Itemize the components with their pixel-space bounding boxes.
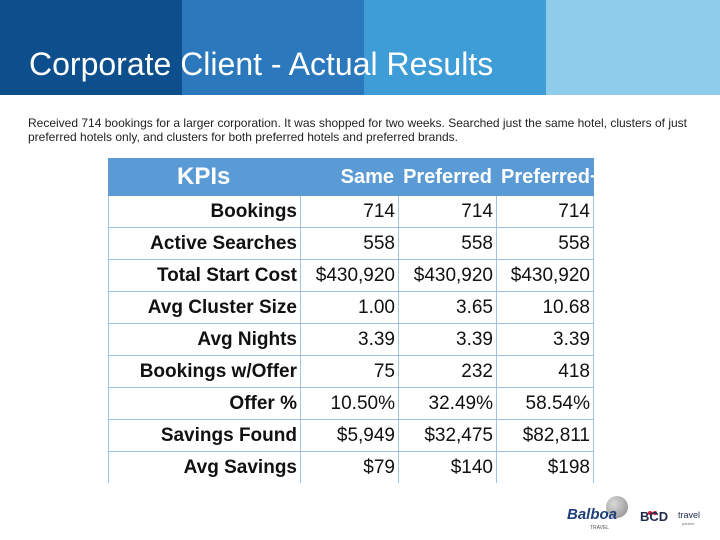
cell-preferred-plus: $82,811 [496,419,594,452]
row-label: Active Searches [108,227,301,260]
bcd-logo: BCD [640,509,669,524]
table-row: Bookings 714 714 714 [108,195,594,228]
cell-preferred-plus: 418 [496,355,594,388]
table-row: Savings Found $5,949 $32,475 $82,811 [108,419,594,452]
cell-same: 714 [300,195,399,228]
cell-same: 75 [300,355,399,388]
bcd-travel-logo: travel [678,510,701,520]
banner-band-3 [364,0,546,95]
table-row: Avg Cluster Size 1.00 3.65 10.68 [108,291,594,324]
row-label: Bookings [108,195,301,228]
cell-same: $5,949 [300,419,399,452]
table-row: Offer % 10.50% 32.49% 58.54% [108,387,594,420]
row-label: Savings Found [108,419,301,452]
kpi-table: KPIs Same Preferred Preferred+ Bookings 7… [108,158,602,483]
title-banner [0,0,720,95]
slide-title: Corporate Client - Actual Results [29,46,494,82]
cell-preferred: 3.39 [398,323,497,356]
cell-preferred: $430,920 [398,259,497,292]
cell-preferred-plus: 58.54% [496,387,594,420]
table-header-row: KPIs Same Preferred Preferred+ [108,158,602,196]
cell-preferred-plus: 3.39 [496,323,594,356]
balboa-logo: Balboa [567,506,618,523]
cell-preferred: $140 [398,451,497,483]
cell-preferred: 3.65 [398,291,497,324]
row-label: Avg Cluster Size [108,291,301,324]
cell-preferred-plus: 558 [496,227,594,260]
cell-preferred: 714 [398,195,497,228]
cell-same: 3.39 [300,323,399,356]
cell-same: $430,920 [300,259,399,292]
cell-preferred-plus: $430,920 [496,259,594,292]
banner-band-4 [546,0,720,95]
cell-same: 558 [300,227,399,260]
cell-same: 10.50% [300,387,399,420]
cell-preferred: $32,475 [398,419,497,452]
cell-same: 1.00 [300,291,399,324]
cell-same: $79 [300,451,399,483]
cell-preferred: 558 [398,227,497,260]
row-label: Bookings w/Offer [108,355,301,388]
row-label: Avg Nights [108,323,301,356]
cell-preferred-plus: 714 [496,195,594,228]
header-same: Same [300,158,399,196]
cell-preferred-plus: 10.68 [496,291,594,324]
globe-icon [606,496,628,518]
banner-band-1 [0,0,182,95]
banner-band-2 [182,0,364,95]
bcd-dots-icon [648,502,658,515]
cell-preferred: 32.49% [398,387,497,420]
row-label: Avg Savings [108,451,301,483]
table-row: Total Start Cost $430,920 $430,920 $430,920 [108,259,594,292]
row-label: Offer % [108,387,301,420]
footer-logos: Balboa TRAVEL BCD travel partner [560,496,710,532]
header-preferred-plus: Preferred+ [496,158,602,196]
cell-preferred-plus: $198 [496,451,594,483]
balboa-logo-subtitle: TRAVEL [590,525,610,531]
table-row: Bookings w/Offer 75 232 418 [108,355,594,388]
row-label: Total Start Cost [108,259,301,292]
table-row: Avg Savings $79 $140 $198 [108,451,594,483]
table-row: Active Searches 558 558 558 [108,227,594,260]
slide-description: Received 714 bookings for a larger corpo… [28,116,688,144]
bcd-travel-subtitle: partner [682,521,695,526]
cell-preferred: 232 [398,355,497,388]
header-preferred: Preferred [398,158,497,196]
header-kpis: KPIs [108,158,301,196]
table-row: Avg Nights 3.39 3.39 3.39 [108,323,594,356]
